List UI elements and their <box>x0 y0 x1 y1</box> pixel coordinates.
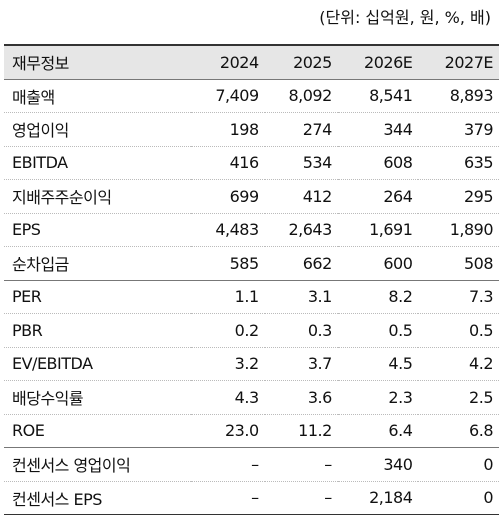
table-row: 배당수익률 4.3 3.6 2.3 2.5 <box>4 381 499 414</box>
value-cell: 0.5 <box>469 320 493 340</box>
value-cell: 608 <box>383 153 413 173</box>
value-cell: 295 <box>463 186 494 206</box>
value-cell: 2,184 <box>369 488 413 508</box>
value-cell: 3.2 <box>234 354 259 374</box>
value-cell: 6.4 <box>388 421 413 441</box>
value-cell: – <box>251 454 259 474</box>
value-cell: 7.3 <box>469 287 493 307</box>
value-cell: 198 <box>229 119 260 139</box>
value-cell: 1,890 <box>449 220 494 240</box>
header-row: 재무정보 2024 2025 2026E 2027E <box>4 45 499 79</box>
value-cell: 1,691 <box>369 220 413 240</box>
table-row: PBR 0.2 0.3 0.5 0.5 <box>4 314 499 347</box>
table-row: ROE 23.0 11.2 6.4 6.8 <box>4 414 499 448</box>
row-label: EBITDA <box>12 153 68 173</box>
row-label: EPS <box>12 220 41 240</box>
value-cell: – <box>324 454 332 474</box>
table-row: EPS 4,483 2,643 1,691 1,890 <box>4 213 499 247</box>
value-cell: 1.1 <box>234 287 259 307</box>
value-cell: 534 <box>302 153 333 173</box>
value-cell: 274 <box>302 119 333 139</box>
value-cell: 2,643 <box>288 220 332 240</box>
value-cell: 4.3 <box>234 387 259 407</box>
value-cell: 0 <box>483 488 493 508</box>
header-cell: 2024 <box>219 52 259 72</box>
table-row: 순차입금 585 662 600 508 <box>4 247 499 280</box>
value-cell: 4.2 <box>469 354 493 374</box>
value-cell: 7,409 <box>215 86 259 106</box>
value-cell: 600 <box>383 253 413 273</box>
value-cell: 340 <box>383 454 413 474</box>
table-row: PER 1.1 3.1 8.2 7.3 <box>4 280 499 314</box>
value-cell: 344 <box>383 119 413 139</box>
row-label: 컨센서스 EPS <box>12 489 102 509</box>
header-cell: 2025 <box>293 52 332 72</box>
unit-note: (단위: 십억원, 원, %, 배) <box>319 8 491 27</box>
header-cell: 재무정보 <box>12 54 69 74</box>
value-cell: 11.2 <box>298 421 332 441</box>
row-label: PBR <box>12 320 43 340</box>
value-cell: 508 <box>463 253 494 273</box>
value-cell: 2.5 <box>469 387 493 407</box>
table-row: 컨센서스 EPS – – 2,184 0 <box>4 481 499 515</box>
value-cell: 585 <box>229 253 260 273</box>
value-cell: 412 <box>302 186 333 206</box>
table-body: 매출액 7,409 8,092 8,541 8,893 영업이익 198 274 344 379 E… <box>4 79 499 515</box>
row-label: EV/EBITDA <box>12 354 93 374</box>
table-row: EV/EBITDA 3.2 3.7 4.5 4.2 <box>4 347 499 381</box>
row-label: ROE <box>12 421 45 441</box>
row-label: PER <box>12 287 42 307</box>
value-cell: 3.7 <box>307 354 332 374</box>
header-cell: 2026E <box>364 52 413 72</box>
row-label: 영업이익 <box>12 121 69 141</box>
row-label: 지배주주순이익 <box>12 188 112 208</box>
value-cell: 8,893 <box>449 86 494 106</box>
row-label: 컨센서스 영업이익 <box>12 456 131 476</box>
value-cell: 699 <box>229 186 260 206</box>
value-cell: 6.8 <box>469 421 493 441</box>
financial-table: 재무정보 2024 2025 2026E 2027E 매출액 7,409 8,092 8,54… <box>4 44 499 515</box>
row-label: 매출액 <box>12 87 55 107</box>
value-cell: – <box>251 488 259 508</box>
value-cell: 0.3 <box>307 320 332 340</box>
value-cell: 4,483 <box>215 220 259 240</box>
value-cell: 0 <box>483 454 493 474</box>
value-cell: 8,541 <box>369 86 413 106</box>
header-cell: 2027E <box>444 52 494 72</box>
value-cell: 3.6 <box>307 387 332 407</box>
table-row: EBITDA 416 534 608 635 <box>4 146 499 180</box>
value-cell: 662 <box>302 253 333 273</box>
row-label: 순차입금 <box>12 255 69 275</box>
value-cell: 3.1 <box>307 287 332 307</box>
row-label: 배당수익률 <box>12 389 84 409</box>
table-row: 영업이익 198 274 344 379 <box>4 113 499 146</box>
value-cell: 8,092 <box>288 86 332 106</box>
value-cell: 0.5 <box>388 320 413 340</box>
value-cell: 0.2 <box>234 320 259 340</box>
table-row: 컨센서스 영업이익 – – 340 0 <box>4 448 499 481</box>
value-cell: 264 <box>383 186 413 206</box>
table-row: 지배주주순이익 699 412 264 295 <box>4 180 499 213</box>
value-cell: 4.5 <box>388 354 413 374</box>
table-row: 매출액 7,409 8,092 8,541 8,893 <box>4 79 499 113</box>
value-cell: 8.2 <box>388 287 413 307</box>
value-cell: 416 <box>229 153 260 173</box>
value-cell: 635 <box>463 153 494 173</box>
value-cell: 23.0 <box>225 421 259 441</box>
value-cell: – <box>324 488 332 508</box>
value-cell: 379 <box>463 119 494 139</box>
value-cell: 2.3 <box>388 387 413 407</box>
